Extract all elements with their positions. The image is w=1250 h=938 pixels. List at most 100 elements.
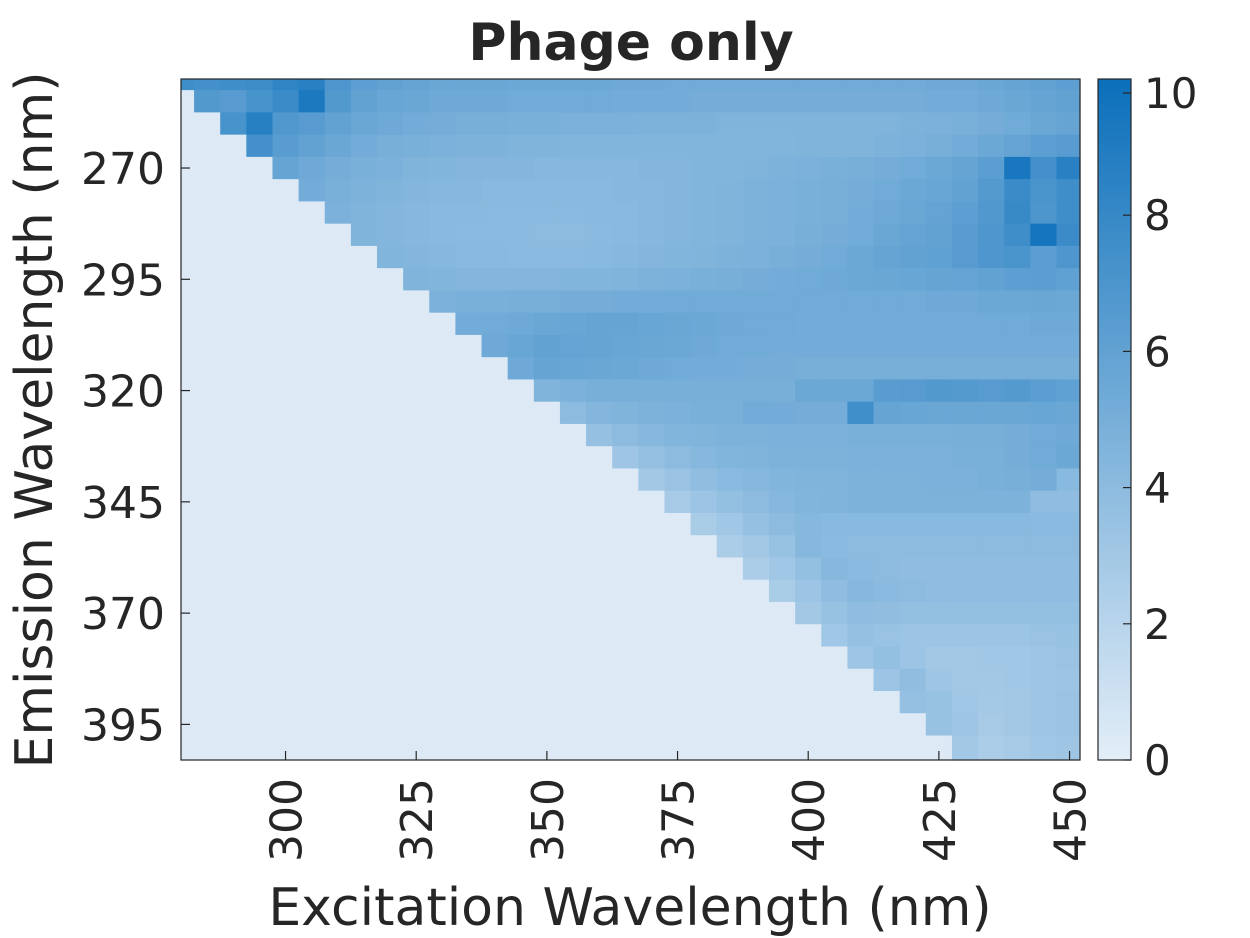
heatmap-cell <box>638 245 666 269</box>
heatmap-cell <box>403 512 430 536</box>
heatmap-cell <box>455 735 483 761</box>
heatmap-cell <box>951 579 979 603</box>
heatmap-cell <box>377 446 404 470</box>
heatmap-cell <box>481 557 509 581</box>
heatmap-cell <box>978 535 1005 559</box>
heatmap-cell <box>272 401 300 425</box>
heatmap-cell <box>533 179 561 202</box>
heatmap-cell <box>586 268 613 292</box>
heatmap-cell <box>586 735 613 761</box>
heatmap-cell <box>978 512 1005 536</box>
heatmap-cell <box>403 201 430 225</box>
heatmap-cell <box>978 156 1005 180</box>
heatmap-cell <box>821 624 849 648</box>
heatmap-cell <box>533 290 561 314</box>
heatmap-cell <box>638 90 666 113</box>
heatmap-cell <box>664 468 692 492</box>
heatmap-cell <box>429 735 456 761</box>
heatmap-cell <box>690 134 718 158</box>
heatmap-cell <box>925 179 953 202</box>
heatmap-cell <box>925 423 953 447</box>
heatmap-cell <box>690 668 718 692</box>
heatmap-cell <box>481 312 509 336</box>
heatmap-cell <box>978 179 1005 202</box>
heatmap-cell <box>481 134 509 158</box>
heatmap-cell <box>978 490 1005 514</box>
heatmap-cell <box>690 201 718 225</box>
heatmap-cell <box>847 268 875 292</box>
heatmap-cell <box>429 446 456 470</box>
heatmap-cell <box>795 312 822 336</box>
heatmap-cell <box>873 223 901 247</box>
heatmap-cell <box>1030 490 1058 514</box>
heatmap-cell <box>664 312 692 336</box>
heatmap-cell <box>769 668 796 692</box>
heatmap-cell <box>951 312 979 336</box>
heatmap-cell <box>455 79 483 91</box>
heatmap-cell <box>951 713 979 737</box>
heatmap-cell <box>586 490 613 514</box>
heatmap-cell <box>194 156 221 180</box>
heatmap-cell <box>377 223 404 247</box>
heatmap-cell <box>925 201 953 225</box>
heatmap-cell <box>821 401 849 425</box>
heatmap-cell <box>847 446 875 470</box>
heatmap-cell <box>899 290 927 314</box>
heatmap-cell <box>429 79 456 91</box>
heatmap-cell <box>664 134 692 158</box>
heatmap-cell <box>481 601 509 625</box>
x-axis-ticks: 300 325 350 375 400 425 450 <box>262 751 1097 862</box>
heatmap-cell <box>481 357 509 381</box>
heatmap-cell <box>350 312 378 336</box>
heatmap-cell <box>1004 312 1031 336</box>
heatmap-cell <box>899 646 927 670</box>
heatmap-cell <box>350 691 378 714</box>
heatmap-cell <box>690 334 718 358</box>
heatmap-cell <box>742 557 770 581</box>
heatmap-cell <box>899 79 927 91</box>
heatmap-cell <box>899 446 927 470</box>
heatmap-cell <box>298 691 326 714</box>
heatmap-cell <box>847 201 875 225</box>
heatmap-cell <box>481 401 509 425</box>
heatmap-cell <box>533 446 561 470</box>
heatmap-cell <box>1004 334 1031 358</box>
heatmap-cell <box>951 691 979 714</box>
x-tick-label: 350 <box>523 778 574 862</box>
heatmap-cell <box>298 245 326 269</box>
heatmap-cell <box>324 601 352 625</box>
heatmap-cell <box>246 290 274 314</box>
heatmap-cell <box>507 334 535 358</box>
heatmap-cell <box>873 490 901 514</box>
heatmap-cell <box>978 557 1005 581</box>
heatmap-cell <box>586 334 613 358</box>
heatmap-cell <box>769 290 796 314</box>
heatmap-cell <box>533 357 561 381</box>
heatmap-cell <box>612 179 639 202</box>
heatmap-cell <box>612 112 639 136</box>
heatmap-cell <box>821 201 849 225</box>
heatmap-cell <box>377 79 404 91</box>
heatmap-cell <box>690 468 718 492</box>
heatmap-cell <box>769 223 796 247</box>
heatmap-cell <box>769 156 796 180</box>
heatmap-cell <box>742 468 770 492</box>
heatmap-cell <box>455 268 483 292</box>
heatmap-cell <box>742 268 770 292</box>
heatmap-cell <box>455 691 483 714</box>
heatmap-cell <box>220 646 247 670</box>
heatmap-cell <box>350 201 378 225</box>
heatmap-cell <box>403 601 430 625</box>
heatmap-cell <box>350 223 378 247</box>
heatmap-cell <box>559 446 587 470</box>
heatmap-cell <box>377 512 404 536</box>
heatmap-cell <box>1056 535 1081 559</box>
heatmap-cell <box>612 423 639 447</box>
heatmap-cell <box>181 423 195 447</box>
heatmap-cell <box>586 624 613 648</box>
heatmap-cell <box>769 601 796 625</box>
heatmap-cell <box>220 223 247 247</box>
heatmap-cell <box>403 112 430 136</box>
heatmap-cell <box>533 401 561 425</box>
heatmap-cell <box>873 668 901 692</box>
